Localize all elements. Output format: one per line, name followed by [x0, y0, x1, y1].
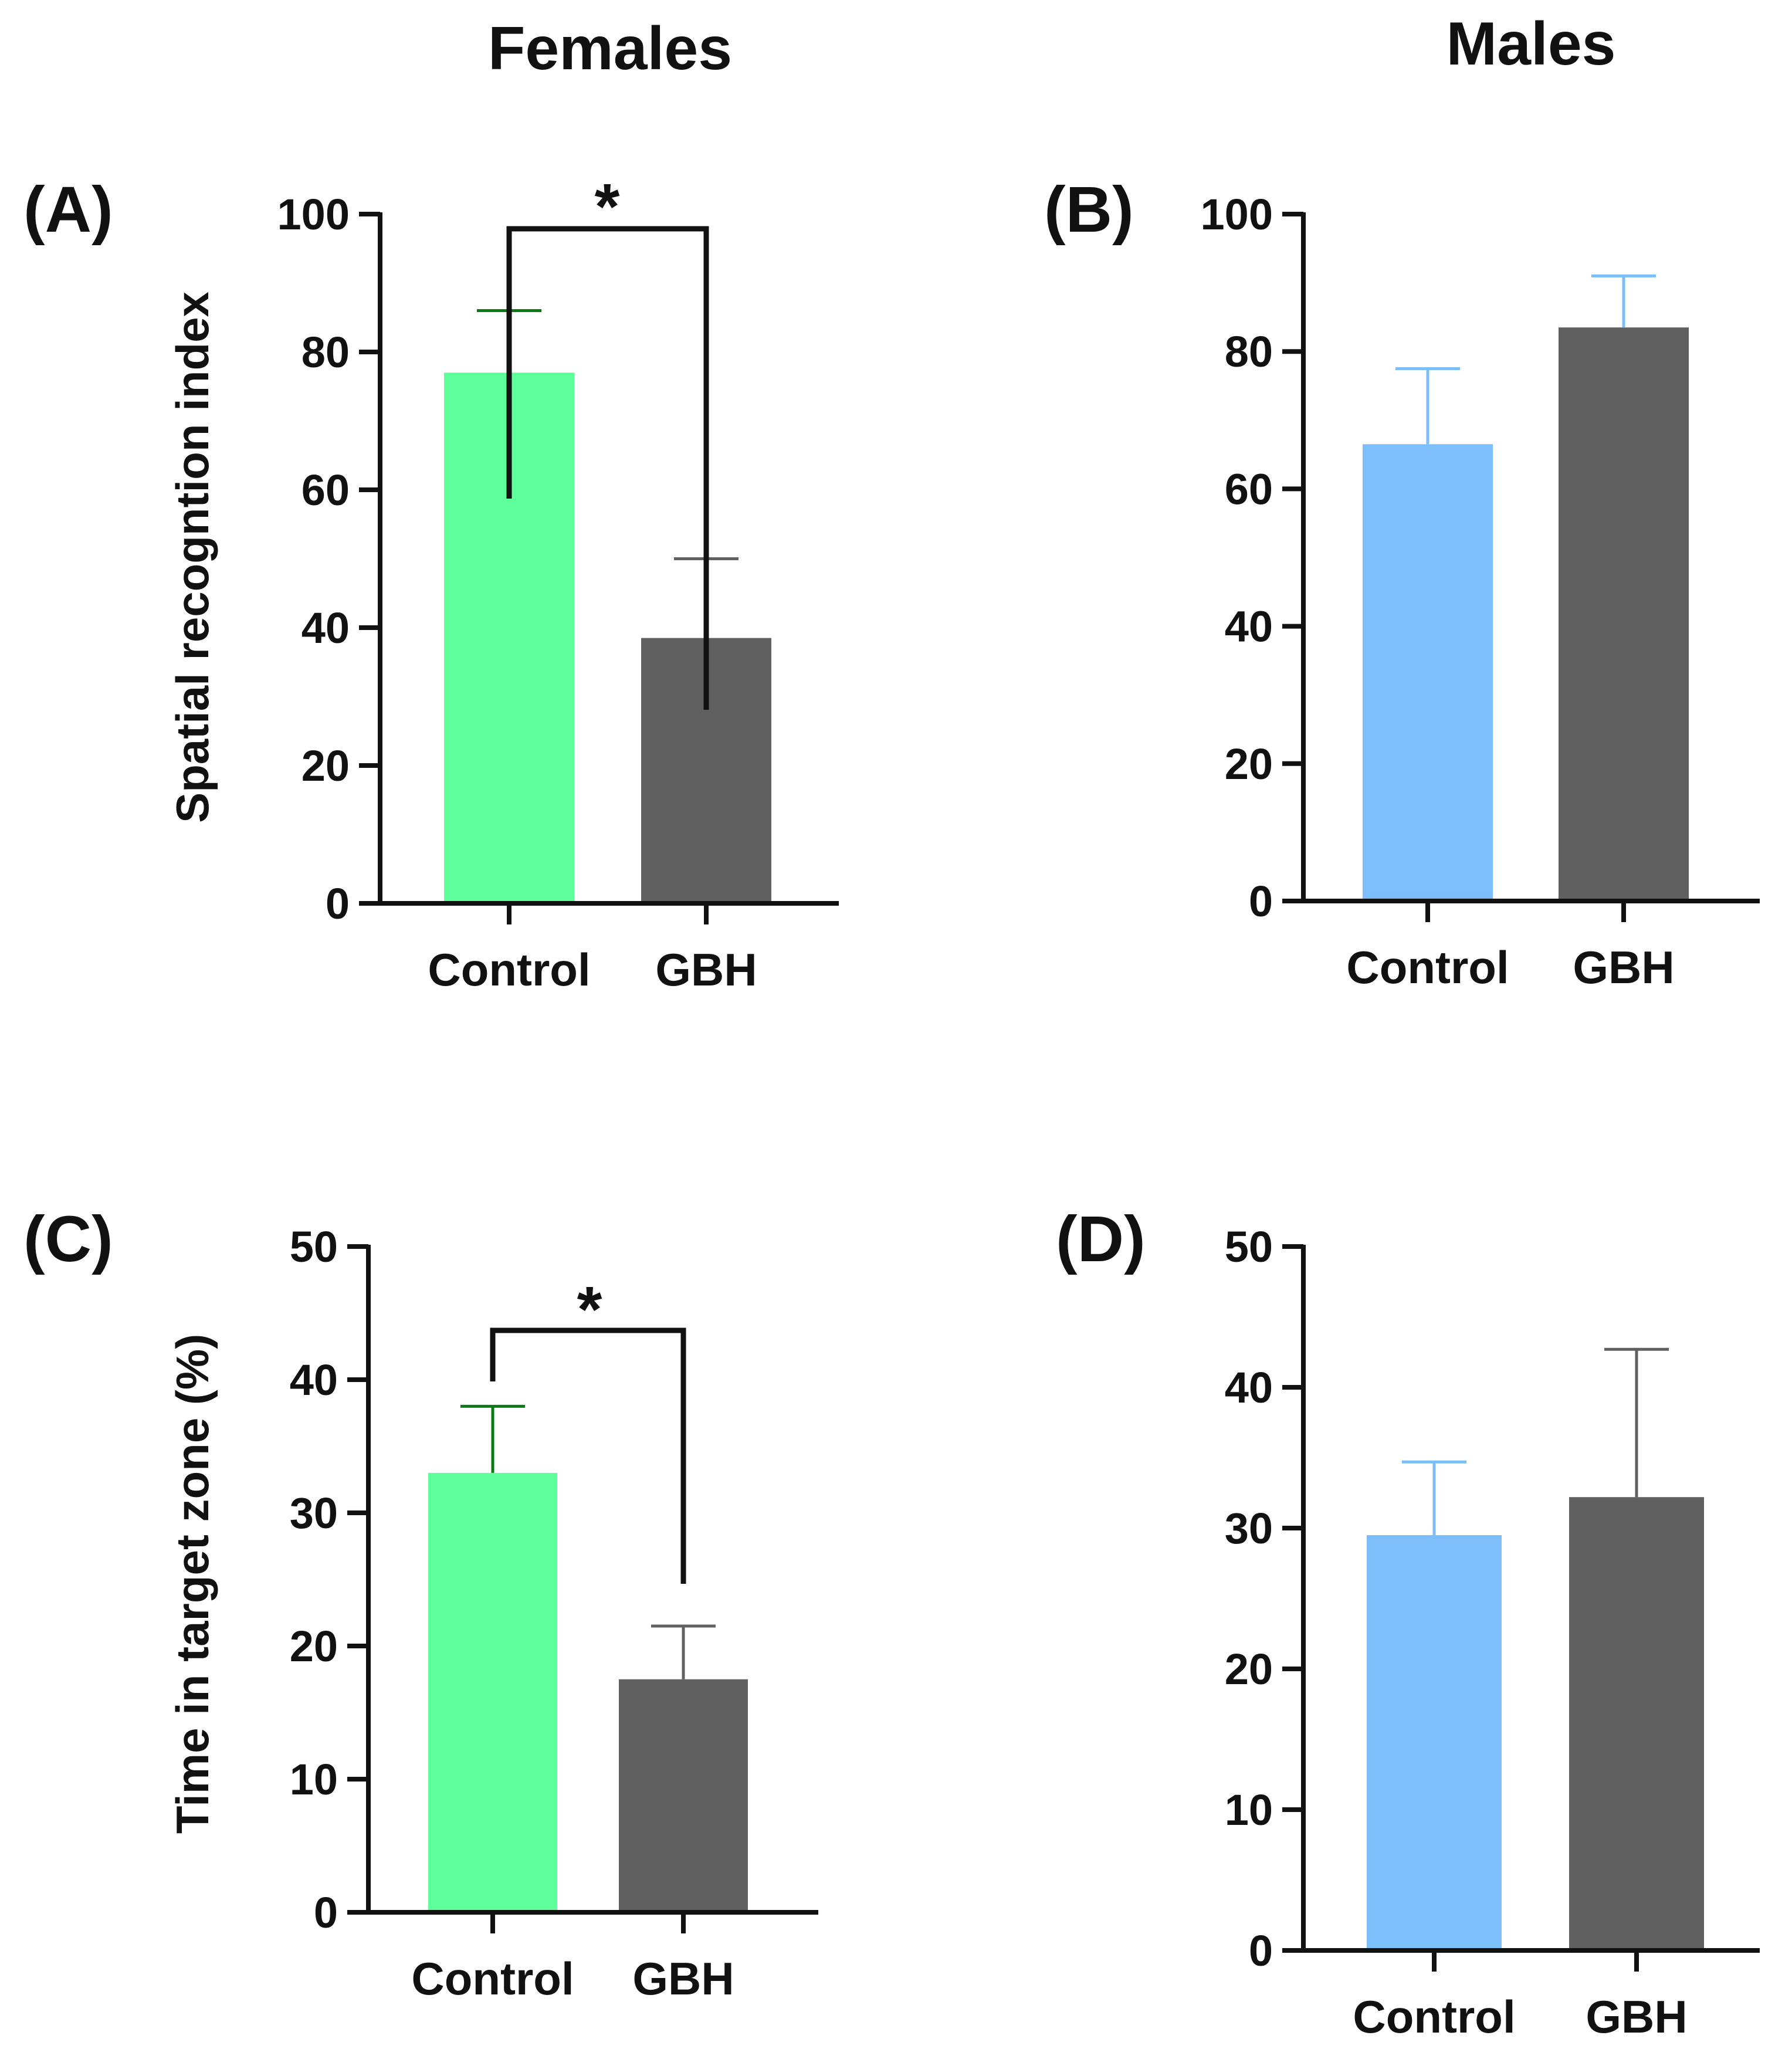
y-tick-label: 40	[302, 604, 350, 652]
y-tick-label: 20	[290, 1622, 338, 1671]
significance-bracket	[506, 226, 709, 710]
y-tick-label: 40	[1225, 1363, 1273, 1412]
x-tick-label: Control	[1353, 1991, 1515, 2043]
column-title-males: Males	[1446, 10, 1615, 78]
bar-gbh	[1569, 1497, 1704, 1950]
chart-panel-2: (B) 0 20 40 60 80 100 Control GBH	[1044, 174, 1760, 993]
bar-gbh	[619, 1679, 748, 1912]
x-tick-label: Control	[411, 1953, 574, 2004]
bar-control	[428, 1472, 557, 1912]
y-tick-label: 0	[326, 879, 350, 928]
x-tick-label: GBH	[655, 944, 757, 995]
panel-label: (C)	[23, 1203, 113, 1275]
significance-bracket	[490, 1327, 686, 1584]
x-tick-label: GBH	[1586, 1991, 1687, 2043]
y-tick-label: 0	[1249, 1926, 1273, 1975]
y-tick-label: 40	[1225, 602, 1273, 651]
y-tick-label: 10	[1225, 1786, 1273, 1834]
column-title-females: Females	[488, 15, 732, 83]
chart-panel-1: (A) Spatial recogntion index 0 20 40 60 80 100 C…	[23, 171, 839, 995]
chart-panel-3: (C) Time in target zone (%) 0 10 20 30 40 50 Con…	[23, 1203, 818, 2004]
y-tick-label: 40	[290, 1356, 338, 1404]
x-tick-label: GBH	[632, 1953, 734, 2004]
x-tick-label: GBH	[1573, 941, 1674, 993]
x-tick-label: Control	[428, 944, 590, 995]
y-tick-label: 100	[277, 190, 350, 239]
panel-label: (A)	[23, 174, 113, 246]
y-tick-label: 100	[1201, 190, 1273, 239]
bar-gbh	[1559, 327, 1689, 901]
y-tick-label: 30	[1225, 1504, 1273, 1553]
y-tick-label: 0	[314, 1888, 338, 1937]
y-axis-label: Spatial recogntion index	[167, 292, 218, 823]
significance-marker: *	[577, 1274, 602, 1346]
chart-panel-4: (D) 0 10 20 30 40 50 Control GBH	[1056, 1203, 1760, 2043]
y-tick-label: 50	[290, 1222, 338, 1271]
y-axis-label: Time in target zone (%)	[167, 1334, 218, 1834]
y-tick-label: 60	[302, 466, 350, 514]
x-tick-label: Control	[1346, 941, 1509, 993]
significance-marker: *	[595, 171, 620, 243]
y-tick-label: 10	[290, 1755, 338, 1804]
panel-label: (B)	[1044, 174, 1134, 246]
y-tick-label: 20	[1225, 1645, 1273, 1694]
y-tick-label: 20	[1225, 740, 1273, 788]
panel-label: (D)	[1056, 1203, 1146, 1275]
panels: (A)Spatial recogntion index020406080100C…	[23, 171, 1760, 2043]
y-tick-label: 80	[302, 328, 350, 377]
y-tick-label: 20	[302, 741, 350, 790]
bar-control	[1363, 444, 1493, 901]
bar-control	[1367, 1535, 1502, 1950]
y-tick-label: 30	[290, 1489, 338, 1537]
y-tick-label: 0	[1249, 877, 1273, 926]
y-tick-label: 50	[1225, 1222, 1273, 1271]
y-tick-label: 60	[1225, 465, 1273, 513]
y-tick-label: 80	[1225, 327, 1273, 376]
